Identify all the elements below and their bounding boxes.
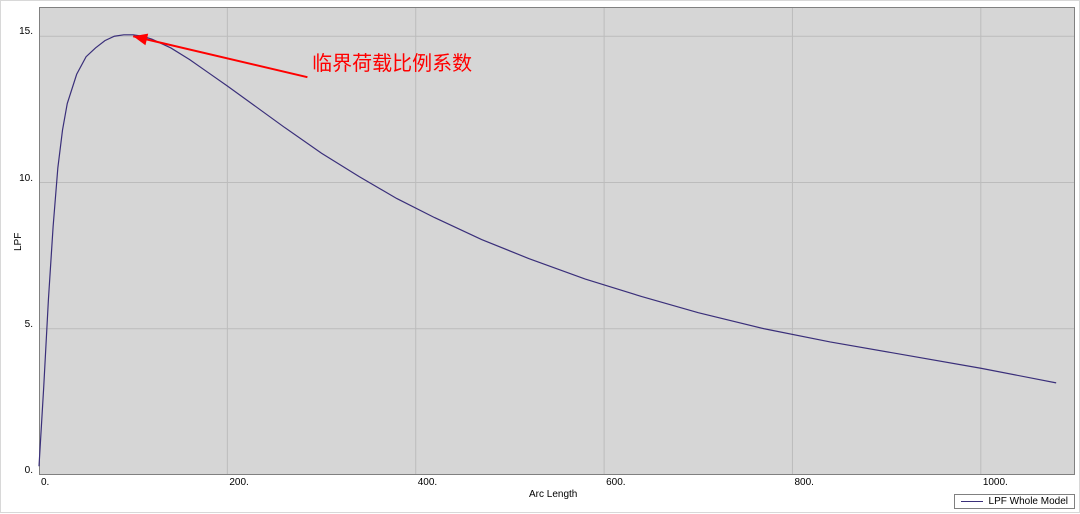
y-tick-label: 15.: [19, 26, 33, 37]
annotation-text: 临界荷载比例系数: [312, 47, 472, 76]
y-tick-label: 5.: [25, 319, 33, 330]
x-tick-label: 400.: [418, 477, 437, 488]
x-tick-label: 600.: [606, 477, 625, 488]
y-tick-label: 0.: [25, 465, 33, 476]
y-tick-label: 10.: [19, 173, 33, 184]
x-tick-label: 1000.: [983, 477, 1008, 488]
x-tick-label: 800.: [794, 477, 813, 488]
annotation-arrow-line: [133, 36, 307, 77]
x-axis-label: Arc Length: [529, 489, 577, 500]
chart-frame: Arc Length LPF 临界荷载比例系数 LPF Whole Model …: [0, 0, 1080, 513]
series-line: [39, 35, 1056, 466]
x-tick-label: 200.: [229, 477, 248, 488]
y-axis-label: LPF: [13, 233, 24, 251]
x-tick-label: 0.: [41, 477, 49, 488]
legend-line-swatch: [961, 501, 983, 502]
legend-label: LPF Whole Model: [989, 496, 1068, 507]
chart-svg: [1, 1, 1080, 514]
legend: LPF Whole Model: [954, 494, 1075, 509]
